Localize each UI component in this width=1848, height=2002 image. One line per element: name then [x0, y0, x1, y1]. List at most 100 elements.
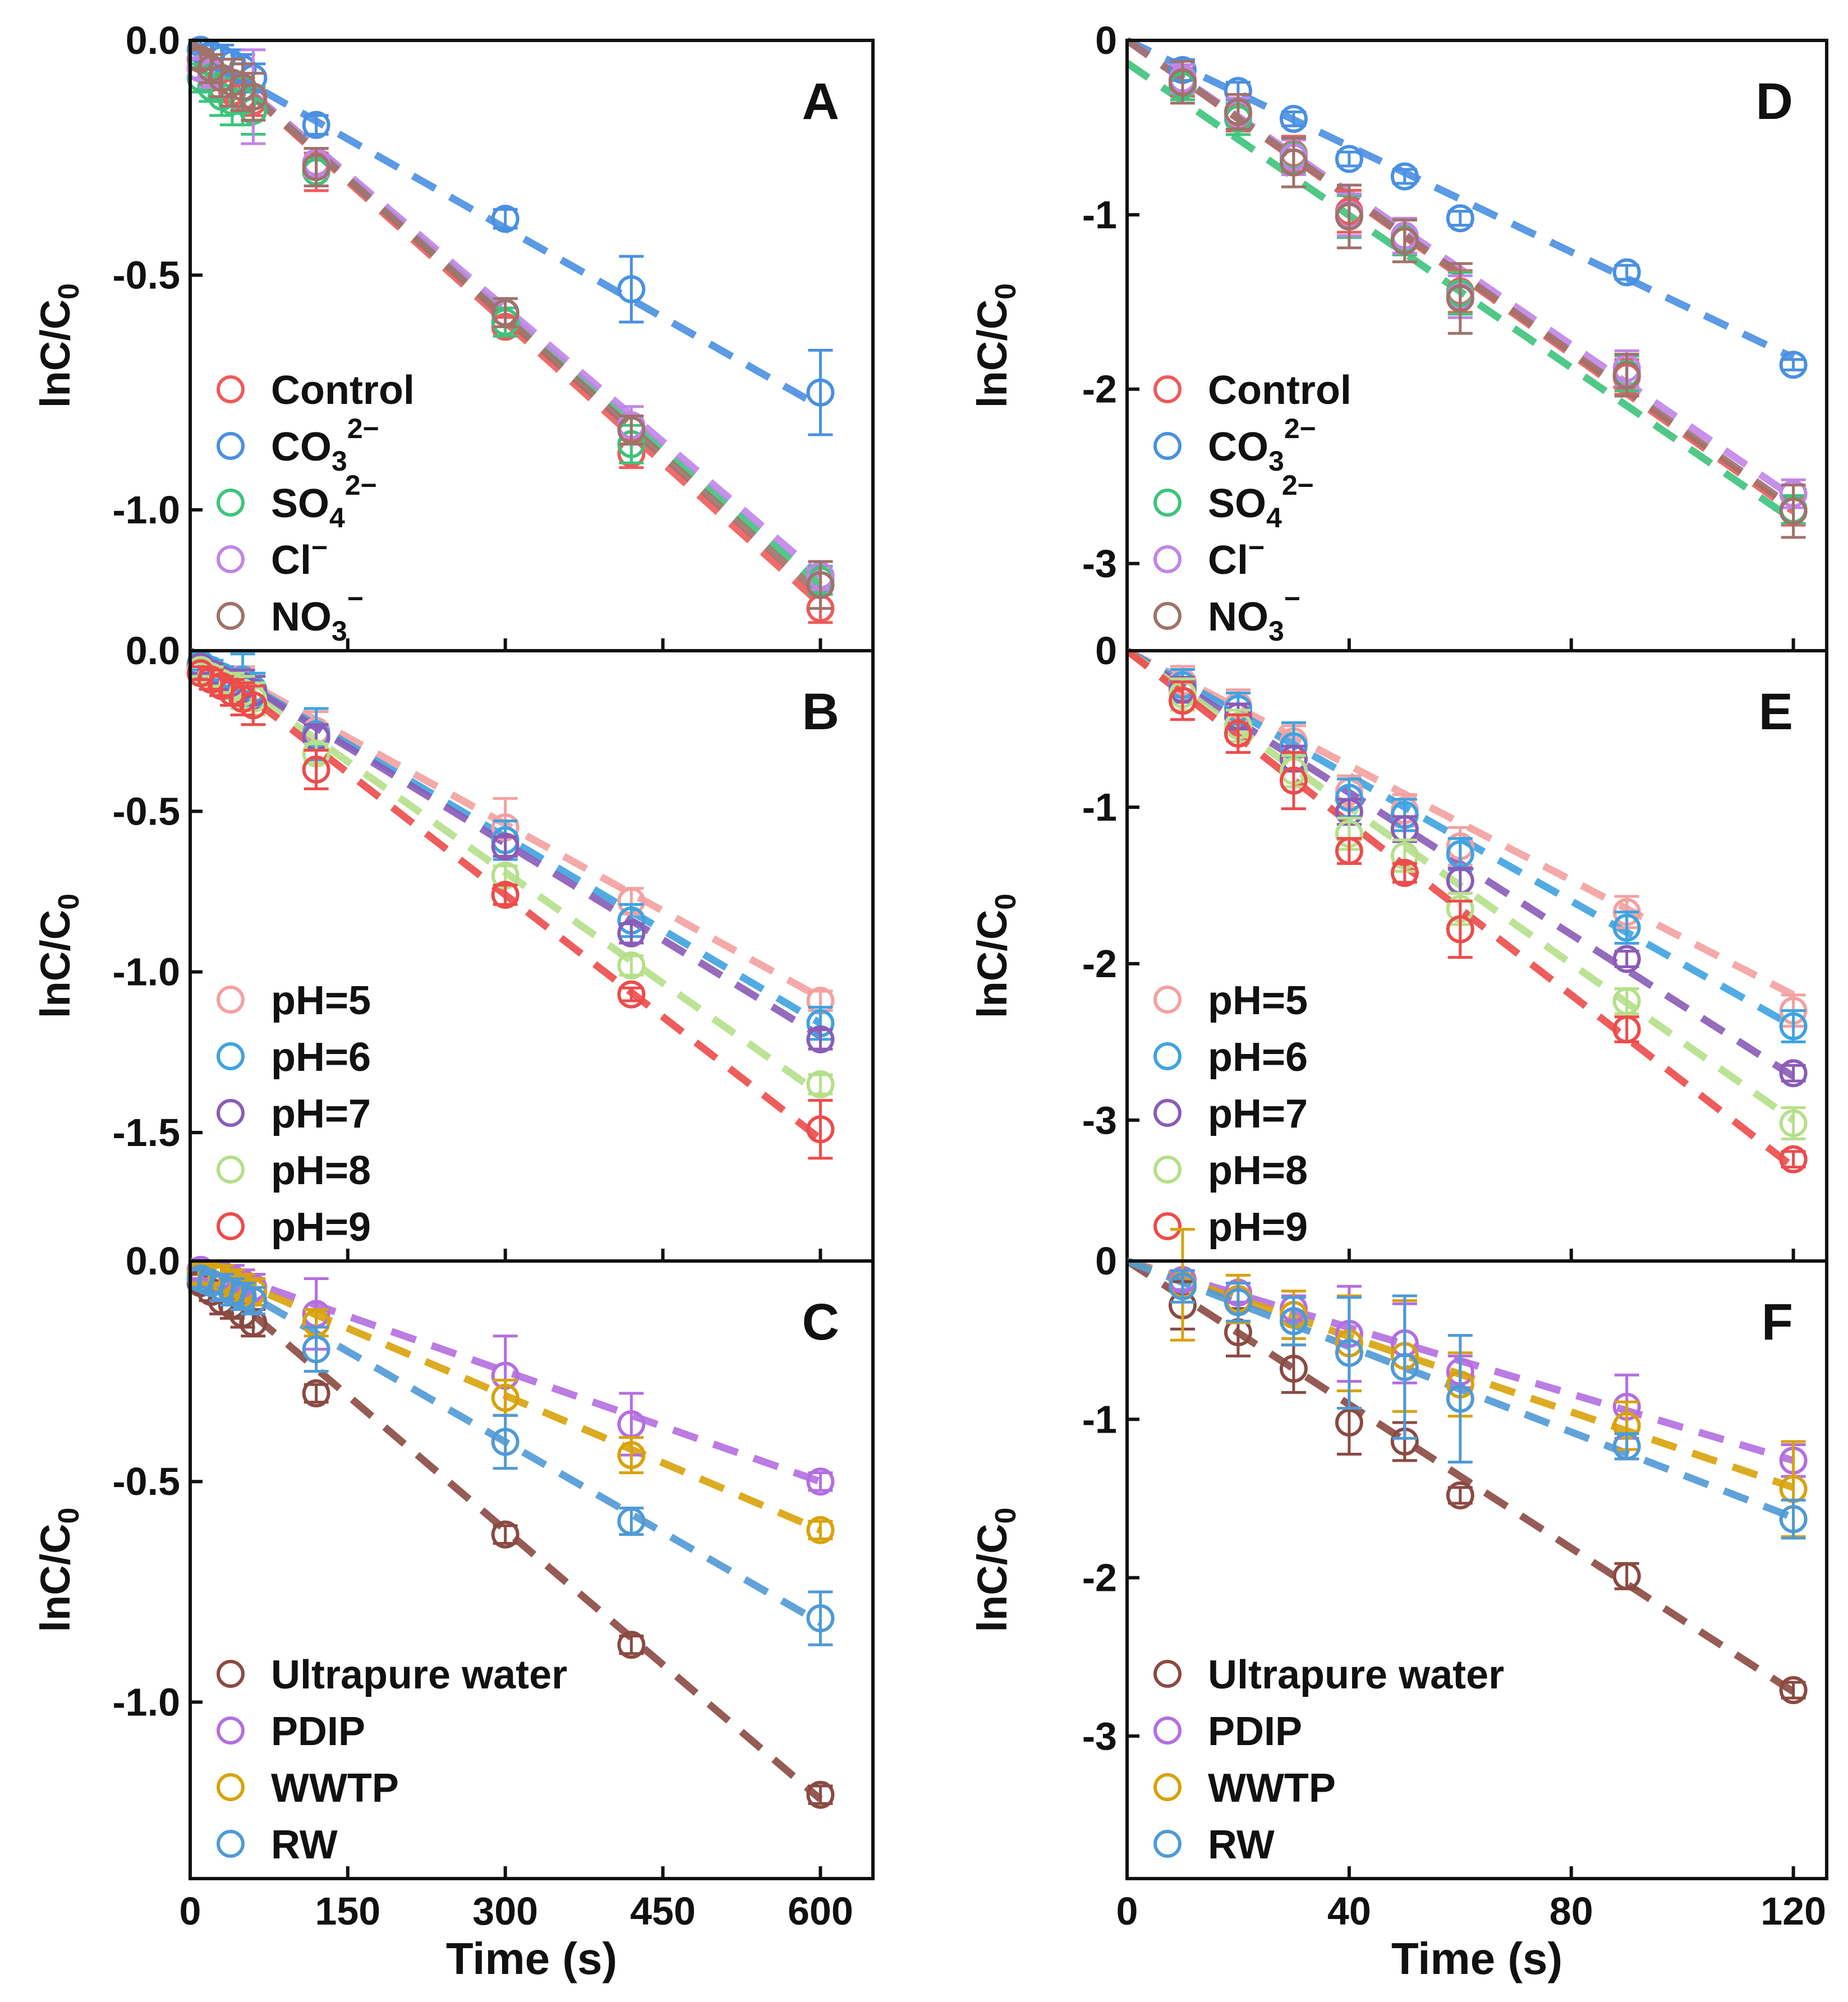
legend-entry: pH=7	[1153, 1092, 1308, 1136]
data-point	[1335, 1296, 1363, 1410]
x-tick-label: 120	[1760, 1889, 1826, 1933]
data-point	[806, 560, 835, 610]
y-tick-label: 0	[1095, 1239, 1117, 1283]
legend-entry: CO32−	[1153, 413, 1316, 477]
svg-text:Ultrapure water: Ultrapure water	[271, 1653, 567, 1697]
data-point	[302, 146, 330, 187]
y-axis-label: lnC/C0	[969, 894, 1022, 1018]
y-axis-label: lnC/C0	[32, 894, 85, 1018]
x-axis-label: Time (s)	[446, 1934, 617, 1983]
y-axis-label: lnC/C0	[32, 283, 85, 408]
svg-text:pH=7: pH=7	[271, 1092, 371, 1136]
data-point	[1779, 1498, 1808, 1540]
fit-line-a-4	[187, 38, 823, 597]
svg-text:pH=5: pH=5	[271, 978, 371, 1023]
svg-text:SO42−: SO42−	[271, 470, 377, 533]
svg-text:PDIP: PDIP	[271, 1709, 365, 1754]
panel-frame	[189, 1259, 875, 1880]
data-point	[1779, 1145, 1808, 1173]
data-point	[806, 1590, 835, 1646]
y-tick-label: -0.5	[112, 789, 180, 833]
svg-text:pH=7: pH=7	[1208, 1092, 1308, 1136]
data-point	[239, 1286, 268, 1315]
data-point	[1168, 59, 1197, 105]
data-point	[1279, 1343, 1308, 1394]
data-point	[1224, 713, 1252, 754]
svg-text:WWTP: WWTP	[1208, 1766, 1336, 1811]
data-point	[1335, 837, 1363, 866]
legend-entry: Ultrapure water	[1153, 1653, 1504, 1697]
svg-text:pH=9: pH=9	[1208, 1205, 1308, 1250]
x-tick-label: 150	[315, 1889, 380, 1933]
svg-text:pH=5: pH=5	[1208, 978, 1308, 1023]
data-point	[1612, 987, 1641, 1015]
data-point	[1779, 1009, 1808, 1043]
y-tick-label: 0	[1095, 629, 1117, 673]
data-point	[806, 348, 835, 436]
data-point	[1390, 162, 1419, 191]
panel-letter: E	[1759, 683, 1793, 740]
svg-text:RW: RW	[271, 1822, 338, 1867]
data-point	[1612, 353, 1641, 398]
panel-letter: F	[1762, 1294, 1793, 1351]
data-point	[806, 1516, 835, 1544]
y-tick-label: -1.5	[112, 1111, 180, 1154]
data-point	[1446, 204, 1474, 233]
data-point	[491, 881, 520, 909]
x-axis-label: Time (s)	[1391, 1934, 1562, 1983]
data-point	[1168, 1269, 1197, 1304]
data-point	[806, 1070, 835, 1099]
data-point	[1390, 218, 1419, 264]
data-point	[491, 1414, 520, 1470]
data-point	[491, 297, 520, 329]
y-tick-label: -3	[1082, 1714, 1117, 1758]
panel-letter: D	[1756, 73, 1793, 130]
data-point	[1446, 837, 1474, 872]
legend-entry: PDIP	[1153, 1709, 1302, 1754]
panel-letter: A	[802, 73, 839, 130]
legend-entry: PDIP	[217, 1709, 365, 1754]
panel-frame	[1125, 1259, 1828, 1880]
legend-entry: RW	[217, 1822, 338, 1867]
data-point	[1779, 1106, 1808, 1140]
legend-entry: pH=8	[217, 1148, 371, 1193]
y-tick-label: -1	[1082, 1397, 1117, 1441]
y-axis-label: lnC/C0	[969, 1507, 1022, 1632]
data-point	[1390, 859, 1419, 887]
svg-text:CO32−: CO32−	[271, 413, 379, 477]
legend-entry: pH=6	[1153, 1035, 1308, 1080]
data-point	[617, 1631, 646, 1659]
svg-text:Cl−: Cl−	[271, 532, 328, 583]
svg-text:pH=8: pH=8	[271, 1148, 371, 1193]
legend-entry: SO42−	[1153, 470, 1314, 533]
data-point	[1612, 945, 1641, 973]
data-point	[617, 415, 646, 446]
legend-entry: SO42−	[217, 470, 377, 533]
fit-line-d-1	[1125, 37, 1795, 361]
data-point	[1446, 1334, 1474, 1464]
data-point	[1224, 93, 1252, 131]
y-tick-label: -0.5	[112, 253, 180, 297]
x-tick-label: 40	[1327, 1889, 1371, 1933]
x-tick-label: 0	[180, 1889, 201, 1933]
data-point	[1279, 136, 1308, 188]
x-tick-label: 300	[472, 1889, 538, 1933]
svg-text:PDIP: PDIP	[1208, 1709, 1302, 1754]
data-point	[617, 1436, 646, 1474]
y-tick-label: 0.0	[126, 629, 180, 673]
data-point	[1612, 258, 1641, 287]
fit-line-c-0	[187, 1258, 823, 1802]
y-tick-label: -2	[1082, 942, 1117, 986]
fit-line-c-1	[189, 1257, 822, 1485]
svg-text:pH=9: pH=9	[271, 1205, 371, 1250]
svg-text:Control: Control	[1208, 368, 1351, 413]
legend-entry: pH=6	[217, 1035, 371, 1080]
data-point	[806, 1025, 835, 1053]
svg-text:pH=8: pH=8	[1208, 1148, 1308, 1193]
legend-entry: pH=7	[217, 1092, 371, 1136]
